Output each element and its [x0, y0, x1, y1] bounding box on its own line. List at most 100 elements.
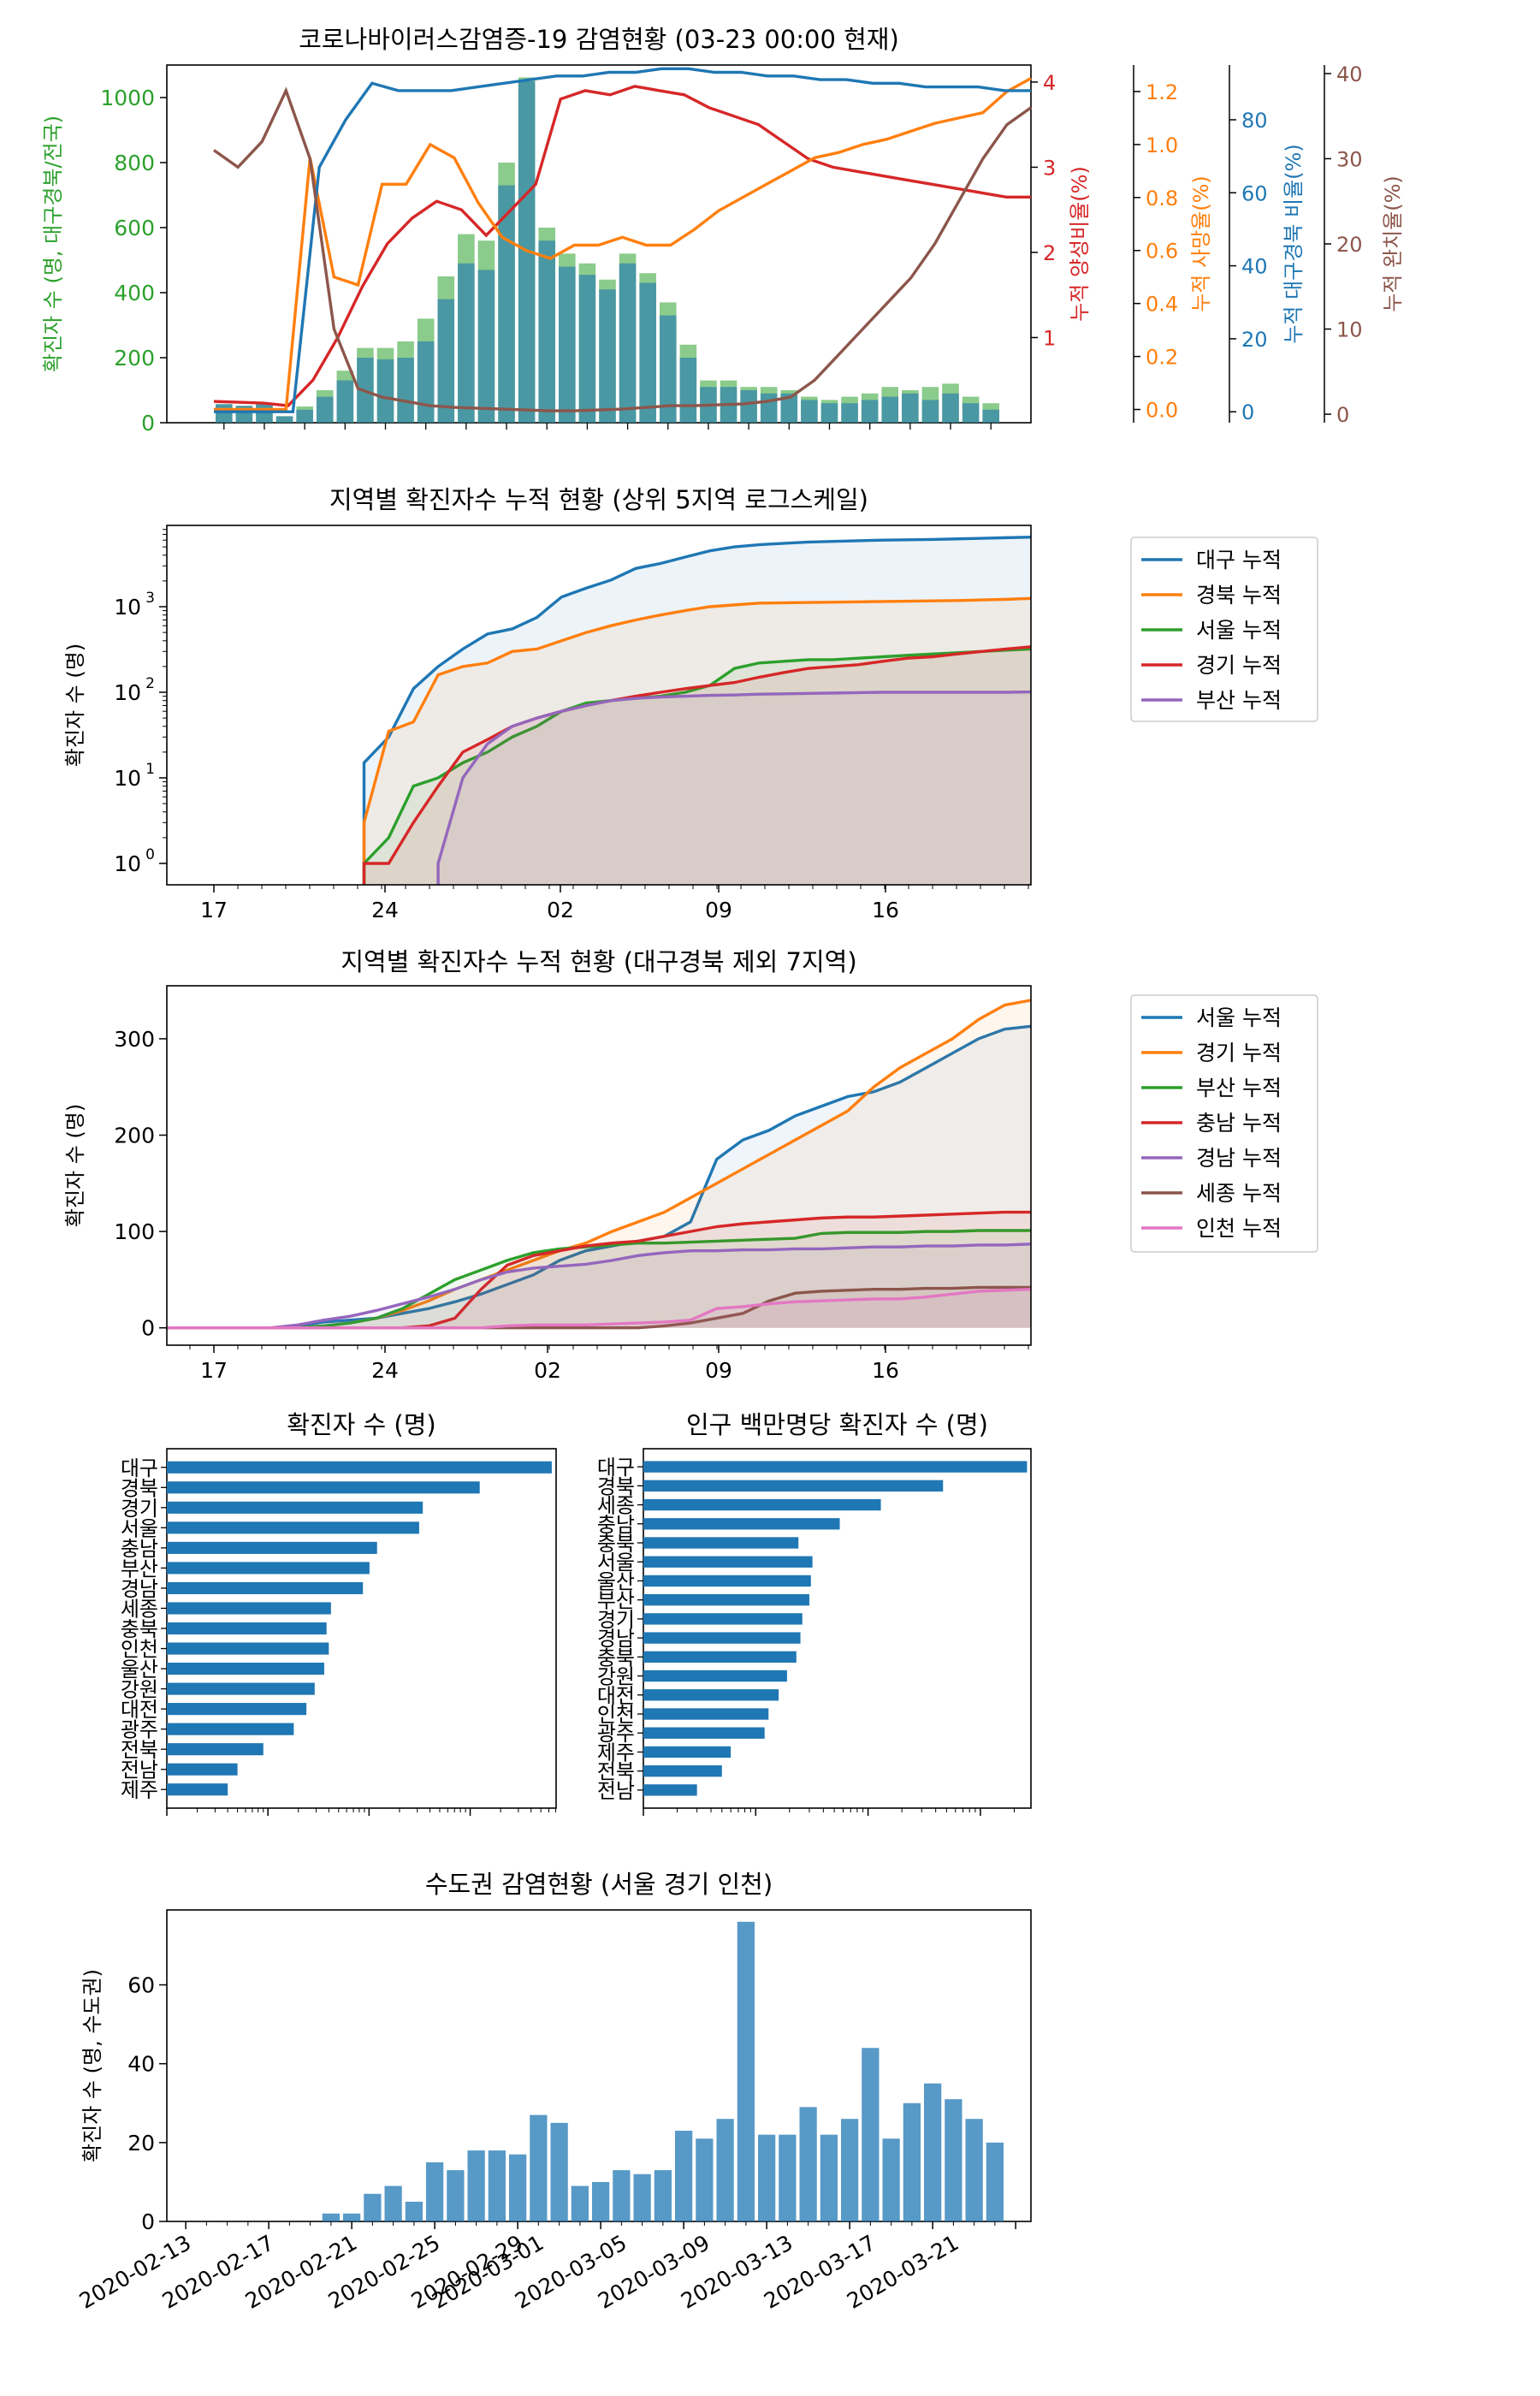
category-label: 대구: [121, 1456, 158, 1480]
bar: [643, 1708, 769, 1720]
category-label: 대전: [121, 1698, 158, 1722]
bar-daegu-gyeongbuk: [275, 416, 293, 423]
y-tick-label: 10: [114, 851, 141, 876]
legend-label: 서울 누적: [1196, 1005, 1282, 1030]
series-area: [167, 1212, 1031, 1328]
y-tick-label: 20: [127, 2131, 155, 2156]
bar: [405, 2201, 423, 2221]
bar: [643, 1480, 944, 1492]
bar: [530, 2114, 548, 2221]
category-label: 서울: [121, 1516, 158, 1540]
bar: [633, 2174, 651, 2221]
series-area: [167, 1243, 1031, 1328]
bar: [696, 2138, 714, 2221]
bar: [550, 2122, 568, 2221]
bar: [654, 2170, 672, 2221]
bar: [758, 2134, 776, 2221]
y-tick-label: 400: [114, 281, 155, 305]
category-label: 전북: [121, 1738, 158, 1762]
legend-label: 경북 누적: [1196, 583, 1282, 608]
bar: [903, 2102, 921, 2221]
y-tick-label: 0: [141, 1316, 155, 1341]
category-label: 충북: [121, 1617, 158, 1641]
category-label: 울산: [121, 1658, 158, 1681]
bar: [613, 2170, 631, 2221]
category-label: 충남: [121, 1537, 158, 1561]
bar: [167, 1763, 238, 1776]
legend-label: 서울 누적: [1196, 618, 1282, 643]
legend-label: 경남 누적: [1196, 1146, 1282, 1171]
capital-chart-title: 수도권 감염현황 (서울 경기 인천): [425, 1870, 773, 1899]
y-tick-exponent: 2: [145, 675, 155, 692]
secondary-tick-label: 0: [1241, 400, 1254, 424]
y-tick-label: 0: [141, 411, 155, 436]
series-area: [167, 1287, 1031, 1328]
bar-daegu-gyeongbuk: [921, 400, 939, 423]
secondary-tick-label: 10: [1336, 318, 1363, 342]
bar-daegu-gyeongbuk: [902, 393, 919, 423]
linear-chart-ylabel: 확진자 수 (명): [63, 1104, 87, 1227]
capital-chart-frame: [166, 1909, 1032, 2222]
secondary-tick-label: 0: [1336, 403, 1349, 427]
bar-daegu-gyeongbuk: [578, 275, 596, 423]
bar-daegu-gyeongbuk: [740, 390, 757, 423]
secondary-axis-label: 누적 사망율(%): [1189, 175, 1213, 312]
bar-daegu-gyeongbuk: [316, 396, 334, 423]
category-label: 광주: [121, 1718, 158, 1742]
bar: [841, 2119, 859, 2221]
series-line: [362, 536, 1032, 885]
bar: [924, 2083, 942, 2221]
category-label: 경남: [597, 1627, 635, 1651]
bar-daegu-gyeongbuk: [639, 282, 656, 423]
linear-chart-frame: [166, 985, 1032, 1346]
bar: [820, 2134, 838, 2221]
bar: [364, 2193, 382, 2221]
x-tick-label: 09: [705, 1358, 732, 1383]
bar: [488, 2150, 506, 2221]
bar-daegu-gyeongbuk: [861, 400, 879, 423]
bar: [509, 2154, 527, 2221]
legend-label: 부산 누적: [1196, 688, 1282, 713]
bar: [716, 2119, 734, 2221]
series-line: [436, 690, 1032, 885]
category-label: 대전: [597, 1684, 635, 1708]
bar: [447, 2170, 465, 2221]
category-label: 인천: [597, 1703, 635, 1727]
secondary-tick-label: 0.2: [1146, 346, 1178, 370]
legend-label: 대구 누적: [1196, 548, 1282, 572]
category-label: 강원: [121, 1678, 158, 1702]
legend-label: 인천 누적: [1196, 1216, 1282, 1241]
category-label: 경기: [597, 1608, 635, 1632]
series-line: [362, 647, 1032, 885]
bar-daegu-gyeongbuk: [417, 341, 435, 423]
y-tick-label: 0: [141, 2209, 155, 2234]
y-tick-label: 10: [114, 595, 141, 620]
log-chart-title: 지역별 확진자수 누적 현황 (상위 5지역 로그스케일): [329, 485, 868, 514]
bar-daegu-gyeongbuk: [942, 393, 959, 423]
bar: [167, 1501, 424, 1514]
bar: [167, 1682, 315, 1695]
bar: [643, 1498, 881, 1511]
bar: [882, 2138, 900, 2221]
series-line: [167, 1287, 1032, 1330]
secondary-tick-label: 3: [1043, 156, 1056, 180]
category-label: 부산: [121, 1557, 158, 1581]
secondary-tick-label: 0.0: [1146, 399, 1178, 423]
y-tick-label: 10: [114, 766, 141, 791]
x-tick-label: 17: [200, 898, 228, 922]
bar-daegu-gyeongbuk: [216, 404, 233, 423]
secondary-axis-label: 누적 완치율(%): [1381, 175, 1405, 312]
bar: [643, 1765, 722, 1777]
capital-chart-ylabel: 확진자 수 (명, 수도권): [80, 1969, 104, 2162]
legend-label: 부산 누적: [1196, 1076, 1282, 1100]
bar-daegu-gyeongbuk: [881, 396, 899, 423]
bar: [167, 1783, 228, 1796]
y-tick-label: 60: [127, 1973, 155, 1998]
category-label: 경기: [121, 1497, 158, 1521]
bar: [986, 2142, 1004, 2221]
legend-label: 경기 누적: [1196, 1041, 1282, 1065]
secondary-tick-label: 2: [1043, 241, 1056, 265]
bar: [643, 1727, 765, 1739]
hbar-permillion-frame: [643, 1448, 1032, 1809]
bar-daegu-gyeongbuk: [982, 409, 999, 423]
